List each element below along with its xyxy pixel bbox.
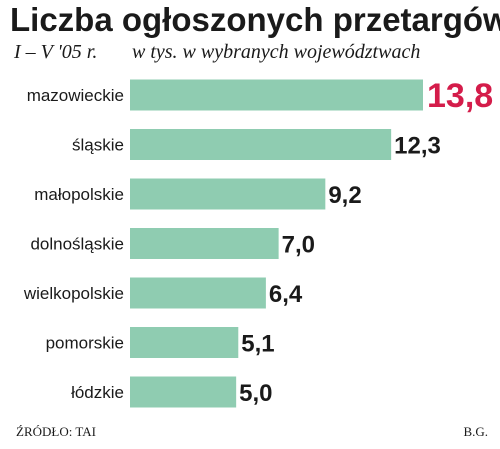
value-label: 5,0	[239, 380, 272, 407]
bar	[130, 327, 239, 358]
source-note: ŹRÓDŁO: TAI	[16, 424, 96, 439]
value-label: 5,1	[241, 331, 274, 358]
value-label: 9,2	[328, 182, 361, 209]
category-label: śląskie	[72, 136, 124, 155]
bar	[130, 277, 266, 309]
category-label: małopolskie	[34, 185, 124, 204]
category-label: pomorskie	[46, 334, 124, 353]
value-label: 12,3	[394, 133, 441, 160]
value-label: 13,8	[427, 77, 493, 115]
category-label: dolnośląskie	[30, 235, 124, 254]
value-label: 6,4	[269, 281, 303, 308]
author-credit: B.G.	[463, 424, 488, 439]
chart-subtitle-unit: w tys. w wybranych województwach	[132, 41, 421, 63]
chart-subtitle-period: I – V '05 r.	[14, 41, 98, 63]
bar	[130, 228, 279, 259]
category-label: łódzkie	[71, 383, 124, 402]
bar	[130, 178, 326, 210]
category-label: mazowieckie	[27, 86, 124, 105]
bar	[130, 376, 237, 408]
value-label: 7,0	[282, 232, 315, 259]
bar	[130, 79, 423, 111]
category-label: wielkopolskie	[23, 284, 124, 303]
bar	[130, 129, 392, 160]
chart-title: Liczba ogłoszonych przetargów	[10, 1, 500, 38]
